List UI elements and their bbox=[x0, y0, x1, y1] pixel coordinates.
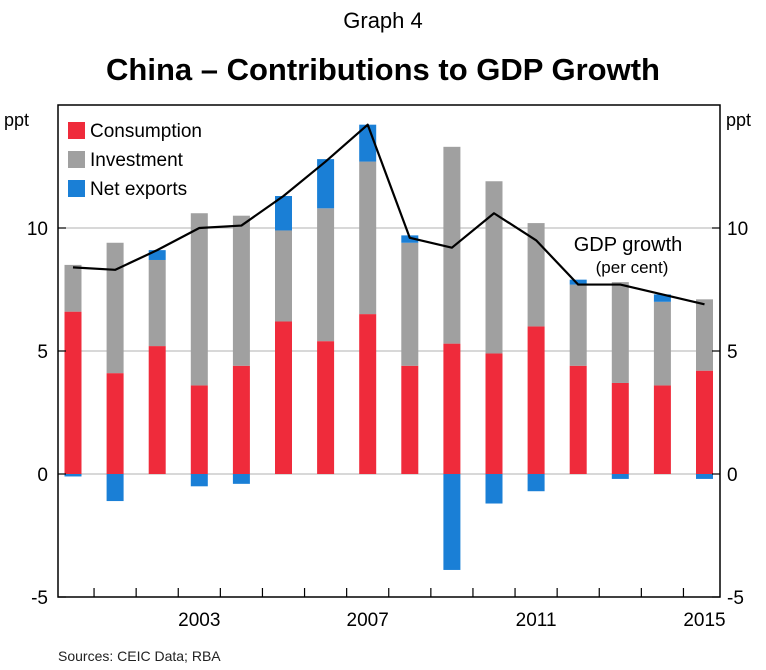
x-ticks: 2003 2007 2011 2015 bbox=[93, 588, 726, 631]
bar-consumption bbox=[527, 326, 545, 474]
bar-consumption bbox=[317, 341, 335, 474]
sources-note: Sources: CEIC Data; RBA bbox=[58, 648, 221, 664]
x-tick-label: 2011 bbox=[516, 610, 557, 631]
bar-investment bbox=[443, 146, 461, 344]
bar-consumption bbox=[653, 385, 671, 474]
legend-label: Net exports bbox=[90, 179, 187, 200]
bar-investment bbox=[696, 299, 713, 371]
bar-investment bbox=[232, 215, 250, 366]
bar-net-exports bbox=[653, 294, 671, 302]
bars bbox=[64, 124, 713, 570]
bar-net-exports bbox=[232, 474, 250, 484]
bar-investment bbox=[569, 284, 587, 366]
bar-net-exports bbox=[527, 474, 545, 492]
bar-net-exports bbox=[190, 474, 208, 487]
bar-consumption bbox=[485, 353, 503, 474]
y-tick-label-right: 0 bbox=[727, 465, 738, 486]
bar-investment bbox=[611, 282, 629, 383]
gdp-line-label: GDP growth bbox=[574, 234, 683, 256]
bar-net-exports bbox=[275, 196, 292, 231]
y-axes: -5 -5 0 0 5 5 10 10 ppt ppt bbox=[4, 110, 751, 609]
bar-investment bbox=[190, 213, 208, 386]
legend-label: Consumption bbox=[90, 121, 202, 142]
gridlines bbox=[58, 227, 720, 475]
x-tick-label: 2007 bbox=[347, 610, 389, 631]
bar-net-exports bbox=[317, 159, 335, 209]
bar-net-exports bbox=[64, 474, 82, 477]
bar-consumption bbox=[443, 343, 461, 474]
bar-consumption bbox=[64, 311, 82, 474]
y-tick-label-left: 0 bbox=[37, 465, 48, 486]
bar-net-exports bbox=[611, 474, 629, 479]
y-axis-label-right: ppt bbox=[726, 110, 751, 130]
bar-consumption bbox=[611, 382, 629, 474]
bar-investment bbox=[64, 264, 82, 312]
bar-net-exports bbox=[485, 474, 503, 504]
bar-net-exports bbox=[148, 250, 166, 260]
bar-consumption bbox=[275, 321, 292, 474]
y-tick-label-left: -5 bbox=[31, 588, 48, 609]
legend-label: Investment bbox=[90, 150, 184, 171]
y-tick-label-left: 10 bbox=[27, 219, 48, 240]
gdp-line-sublabel: (per cent) bbox=[596, 258, 669, 277]
bar-investment bbox=[317, 208, 335, 342]
legend-swatch bbox=[68, 151, 85, 168]
bar-investment bbox=[148, 259, 166, 347]
bar-net-exports bbox=[443, 474, 461, 570]
gdp-label: GDP growth (per cent) bbox=[574, 234, 683, 277]
bar-consumption bbox=[359, 314, 377, 474]
y-tick-label-right: 10 bbox=[727, 219, 748, 240]
bar-consumption bbox=[232, 365, 250, 474]
bar-net-exports bbox=[401, 235, 419, 243]
bar-investment bbox=[653, 301, 671, 386]
bar-investment bbox=[485, 181, 503, 354]
graph-label: Graph 4 bbox=[343, 8, 423, 33]
legend-swatch bbox=[68, 122, 85, 139]
y-tick-label-left: 5 bbox=[37, 342, 48, 363]
bar-consumption bbox=[148, 346, 166, 474]
legend-swatch bbox=[68, 180, 85, 197]
bar-investment bbox=[527, 223, 545, 327]
bar-investment bbox=[275, 230, 292, 322]
chart: 2003 2007 2011 2015 -5 -5 0 0 5 5 10 10 ppt ppt Cons… bbox=[4, 104, 751, 631]
bar-consumption bbox=[569, 365, 587, 474]
bar-investment bbox=[359, 161, 377, 315]
bar-consumption bbox=[190, 385, 208, 474]
bar-net-exports bbox=[696, 474, 713, 479]
y-tick-label-right: 5 bbox=[727, 342, 738, 363]
x-tick-label: 2015 bbox=[683, 610, 725, 631]
bar-investment bbox=[106, 242, 124, 374]
y-axis-label-left: ppt bbox=[4, 110, 29, 130]
bar-consumption bbox=[401, 365, 419, 474]
chart-title: China – Contributions to GDP Growth bbox=[106, 52, 660, 87]
y-tick-label-right: -5 bbox=[727, 588, 744, 609]
bar-consumption bbox=[106, 373, 124, 474]
legend: Consumption Investment Net exports bbox=[68, 121, 202, 200]
gdp-growth-line bbox=[72, 123, 705, 306]
bar-investment bbox=[401, 242, 419, 366]
gdp-line-group bbox=[72, 123, 705, 306]
bar-consumption bbox=[696, 370, 713, 474]
bar-net-exports bbox=[106, 474, 124, 502]
x-tick-label: 2003 bbox=[178, 610, 220, 631]
bar-net-exports bbox=[569, 279, 587, 285]
